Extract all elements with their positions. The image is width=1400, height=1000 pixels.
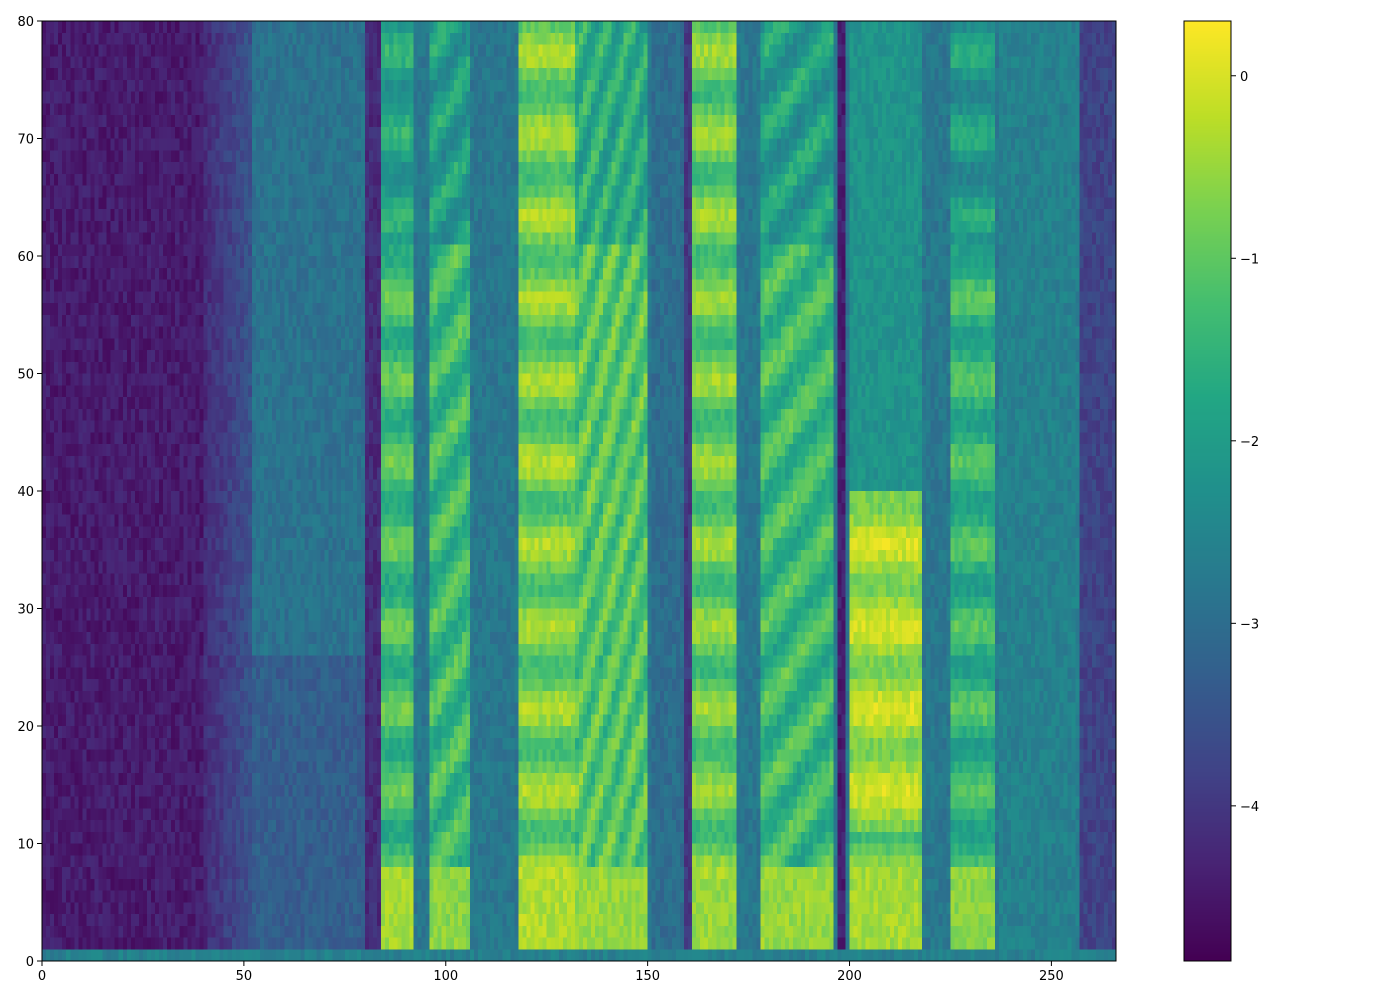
x-tick-label: 100 [433, 969, 458, 984]
y-tick-label: 80 [17, 15, 34, 30]
y-axis: 0 10 20 30 40 50 60 70 80 [17, 15, 42, 970]
colorbar-tick-label: −1 [1240, 252, 1259, 267]
colorbar-tick-label: −3 [1240, 617, 1259, 632]
heatmap-plot-area [42, 21, 1116, 961]
heatmap-image [42, 21, 1116, 961]
y-tick-label: 60 [17, 250, 34, 265]
y-tick-label: 50 [17, 368, 34, 383]
x-tick-label: 250 [1039, 969, 1064, 984]
colorbar-tick-label: −4 [1240, 800, 1259, 815]
x-tick-label: 150 [635, 969, 660, 984]
x-tick-label: 0 [38, 969, 46, 984]
y-tick-label: 70 [17, 133, 34, 148]
colorbar-ticks: 0 −1 −2 −3 −4 [1231, 70, 1259, 815]
y-tick-label: 20 [17, 720, 34, 735]
x-tick-label: 50 [236, 969, 253, 984]
y-tick-label: 0 [26, 955, 34, 970]
y-tick-label: 40 [17, 485, 34, 500]
colorbar-frame [1183, 20, 1232, 962]
y-tick-label: 10 [17, 838, 34, 853]
colorbar-tick-label: −2 [1240, 435, 1259, 450]
x-tick-label: 200 [837, 969, 862, 984]
y-tick-label: 30 [17, 603, 34, 618]
colorbar-tick-label: 0 [1240, 70, 1248, 85]
colorbar: 0 −1 −2 −3 −4 [1183, 20, 1259, 962]
colorbar-gradient [1184, 21, 1231, 961]
x-axis: 0 50 100 150 200 250 [38, 961, 1064, 984]
